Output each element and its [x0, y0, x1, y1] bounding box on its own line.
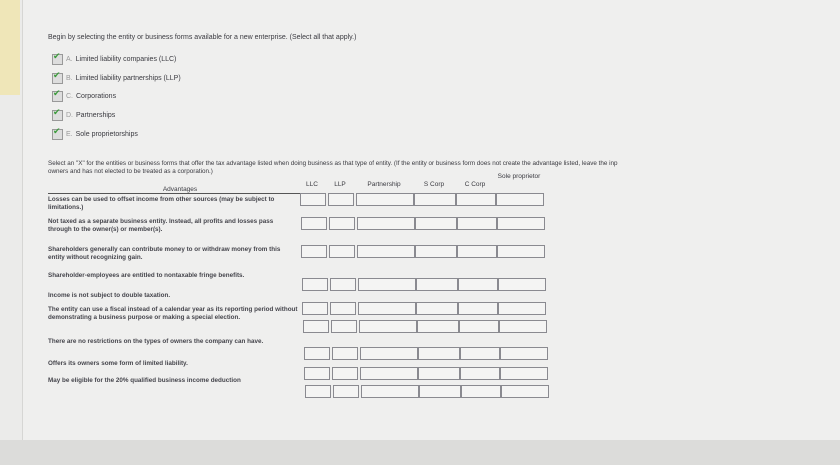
answer-input-sole-proprietor[interactable]	[497, 245, 545, 258]
answer-input-partnership[interactable]	[357, 217, 415, 230]
option-label: Limited liability partnerships (LLP)	[75, 75, 181, 82]
answer-input-s-corp[interactable]	[414, 193, 456, 206]
checkbox-checked-icon[interactable]	[52, 126, 63, 140]
advantage-text: Income is not subject to double taxation…	[48, 292, 171, 299]
option-letter: E.	[66, 131, 73, 138]
option-letter: A.	[66, 56, 73, 63]
checkbox-checked-icon[interactable]	[52, 88, 63, 102]
advantage-text: Not taxed as a separate business entity.…	[48, 218, 274, 233]
answer-input-llc[interactable]	[303, 320, 329, 333]
option-3[interactable]: D. Partnerships	[52, 107, 116, 121]
answer-input-c-corp[interactable]	[458, 302, 498, 315]
answer-input-llp[interactable]	[331, 320, 357, 333]
option-label: Corporations	[76, 93, 117, 100]
answer-input-s-corp[interactable]	[416, 278, 458, 291]
checkbox-checked-icon[interactable]	[52, 70, 63, 84]
header-divider	[48, 193, 300, 194]
option-4[interactable]: E. Sole proprietorships	[52, 126, 138, 140]
question-1-text: Begin by selecting the entity or busines…	[48, 34, 357, 41]
answer-input-sole-proprietor[interactable]	[499, 320, 547, 333]
option-label: Limited liability companies (LLC)	[75, 56, 177, 63]
checkbox-checked-icon[interactable]	[52, 51, 63, 65]
answer-input-sole-proprietor[interactable]	[497, 217, 545, 230]
answer-input-llp[interactable]	[332, 347, 358, 360]
answer-input-partnership[interactable]	[358, 302, 416, 315]
answer-input-llp[interactable]	[333, 385, 359, 398]
answer-input-partnership[interactable]	[359, 320, 417, 333]
answer-input-llc[interactable]	[302, 278, 328, 291]
answer-input-c-corp[interactable]	[458, 278, 498, 291]
option-0[interactable]: A. Limited liability companies (LLC)	[52, 51, 177, 65]
question-2-line-2: owners and has not elected to be treated…	[48, 168, 213, 175]
column-header: LLC	[306, 181, 318, 188]
question-2-line-1: Select an "X" for the entities or busine…	[48, 160, 618, 167]
answer-input-c-corp[interactable]	[457, 245, 497, 258]
answer-input-partnership[interactable]	[360, 367, 418, 380]
option-label: Sole proprietorships	[75, 131, 138, 138]
option-letter: B.	[66, 75, 73, 82]
answer-input-s-corp[interactable]	[419, 385, 461, 398]
answer-input-llc[interactable]	[302, 302, 328, 315]
answer-input-sole-proprietor[interactable]	[498, 302, 546, 315]
answer-input-partnership[interactable]	[361, 385, 419, 398]
answer-input-llc[interactable]	[301, 245, 327, 258]
option-2[interactable]: C. Corporations	[52, 88, 117, 102]
checkbox-checked-icon[interactable]	[52, 107, 63, 121]
answer-input-sole-proprietor[interactable]	[500, 367, 548, 380]
column-header: C Corp	[464, 181, 486, 188]
answer-input-sole-proprietor[interactable]	[500, 347, 548, 360]
advantage-text: Shareholder-employees are entitled to no…	[48, 272, 245, 279]
answer-input-partnership[interactable]	[356, 193, 414, 206]
column-header: Partnership	[367, 181, 401, 188]
answer-input-llp[interactable]	[329, 217, 355, 230]
answer-input-llp[interactable]	[329, 245, 355, 258]
option-label: Partnerships	[76, 112, 116, 119]
advantages-header: Advantages	[162, 186, 198, 193]
answer-input-c-corp[interactable]	[456, 193, 496, 206]
answer-input-sole-proprietor[interactable]	[501, 385, 549, 398]
advantage-text: May be eligible for the 20% qualified bu…	[48, 377, 241, 384]
answer-input-llp[interactable]	[328, 193, 354, 206]
column-header: LLP	[334, 181, 346, 188]
answer-input-s-corp[interactable]	[415, 245, 457, 258]
answer-input-c-corp[interactable]	[460, 347, 500, 360]
answer-input-llp[interactable]	[330, 302, 356, 315]
answer-input-llc[interactable]	[301, 217, 327, 230]
advantage-text: Shareholders generally can contribute mo…	[48, 246, 281, 261]
answer-input-llc[interactable]	[305, 385, 331, 398]
question-marker	[0, 0, 20, 95]
answer-input-llc[interactable]	[304, 367, 330, 380]
answer-input-s-corp[interactable]	[418, 347, 460, 360]
answer-input-partnership[interactable]	[357, 245, 415, 258]
answer-input-llc[interactable]	[300, 193, 326, 206]
advantage-text: Offers its owners some form of limited l…	[48, 360, 188, 367]
answer-input-c-corp[interactable]	[461, 385, 501, 398]
answer-input-s-corp[interactable]	[416, 302, 458, 315]
answer-input-s-corp[interactable]	[415, 217, 457, 230]
answer-input-sole-proprietor[interactable]	[496, 193, 544, 206]
answer-input-c-corp[interactable]	[460, 367, 500, 380]
answer-input-llp[interactable]	[330, 278, 356, 291]
advantage-text: There are no restrictions on the types o…	[48, 338, 264, 345]
answer-input-c-corp[interactable]	[459, 320, 499, 333]
question-2-text: Select an "X" for the entities or busine…	[48, 160, 838, 176]
answer-input-partnership[interactable]	[360, 347, 418, 360]
option-letter: D.	[66, 112, 73, 119]
answer-input-llc[interactable]	[304, 347, 330, 360]
answer-input-s-corp[interactable]	[418, 367, 460, 380]
advantage-text: Losses can be used to offset income from…	[48, 196, 275, 211]
column-header: S Corp	[423, 181, 445, 188]
answer-input-c-corp[interactable]	[457, 217, 497, 230]
answer-input-llp[interactable]	[332, 367, 358, 380]
option-letter: C.	[66, 93, 73, 100]
answer-input-sole-proprietor[interactable]	[498, 278, 546, 291]
advantage-text: The entity can use a fiscal instead of a…	[48, 306, 298, 321]
column-header: Sole proprietor	[497, 173, 541, 180]
answer-input-partnership[interactable]	[358, 278, 416, 291]
option-1[interactable]: B. Limited liability partnerships (LLP)	[52, 70, 181, 84]
answer-input-s-corp[interactable]	[417, 320, 459, 333]
